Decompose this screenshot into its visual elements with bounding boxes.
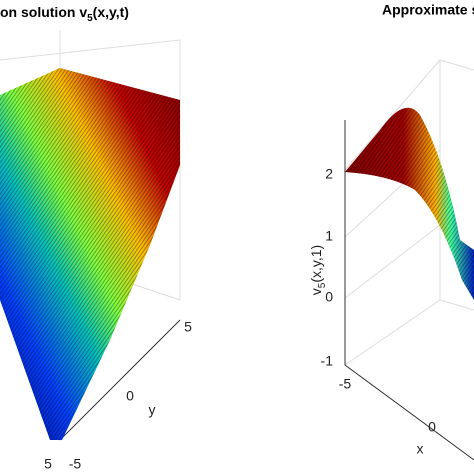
surface-mesh xyxy=(0,68,180,440)
x-tick-label: -5 xyxy=(339,376,352,392)
surface-mesh xyxy=(345,107,474,301)
y-label: y xyxy=(149,402,156,418)
right-panel: Approximate s 2 1 0 -1 v5(x,y,1) -5 0 x xyxy=(308,2,474,461)
title: on solution v5(x,y,t) xyxy=(0,4,129,24)
y-tick-label: -5 xyxy=(69,456,82,472)
z-tick-label: 1 xyxy=(325,228,333,244)
x-tick-label: 0 xyxy=(428,419,436,435)
z-tick-label: 0 xyxy=(325,289,333,305)
left-panel: on solution v5(x,y,t) 5 0 -5 y 5 xyxy=(0,4,192,472)
axis-box xyxy=(344,59,474,366)
z-tick-label: 2 xyxy=(325,166,333,182)
x-label: x xyxy=(417,441,424,457)
x-tick-label: 5 xyxy=(44,456,52,472)
y-tick-label: 5 xyxy=(184,319,192,335)
axes xyxy=(344,120,474,461)
z-tick-label: -1 xyxy=(321,353,334,369)
y-axis xyxy=(59,319,181,441)
z-label: v5(x,y,1) xyxy=(308,245,328,295)
title: Approximate s xyxy=(382,2,474,18)
y-tick-label: 0 xyxy=(126,388,134,404)
